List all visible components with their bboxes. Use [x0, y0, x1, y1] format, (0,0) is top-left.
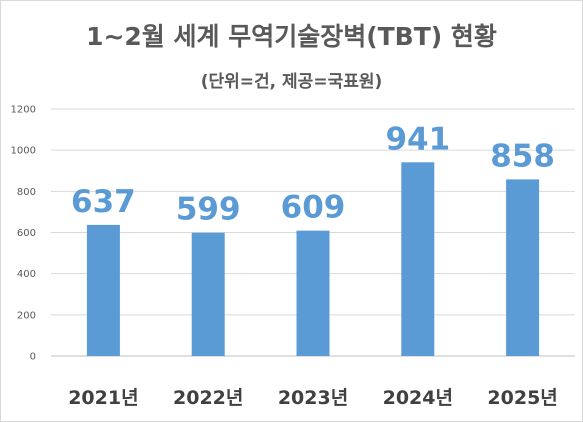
data-label: 609 — [281, 190, 346, 226]
y-tick-label: 0 — [30, 352, 36, 363]
data-label: 599 — [176, 192, 241, 228]
x-tick-label: 2022년 — [173, 387, 243, 409]
chart-subtitle: (단위=건, 제공=국표원) — [200, 72, 383, 92]
y-tick-label: 200 — [17, 310, 36, 321]
x-tick-label: 2024년 — [383, 387, 453, 409]
bar-3 — [296, 230, 330, 356]
data-label: 637 — [71, 184, 136, 220]
y-tick-label: 1000 — [11, 146, 36, 157]
x-tick-label: 2025년 — [487, 387, 557, 409]
data-label: 941 — [385, 121, 450, 157]
y-tick-label: 800 — [17, 187, 36, 198]
x-tick-label: 2023년 — [278, 387, 348, 409]
x-tick-label: 2021년 — [68, 387, 138, 409]
bar-2 — [191, 232, 225, 356]
bar-4 — [401, 162, 435, 356]
bar-1 — [86, 224, 120, 356]
y-tick-label: 1200 — [11, 105, 36, 116]
y-tick-label: 600 — [17, 228, 36, 239]
data-label: 858 — [490, 138, 555, 174]
y-tick-label: 400 — [17, 269, 36, 280]
bar-5 — [506, 179, 540, 356]
chart-title: 1~2월 세계 무역기술장벽(TBT) 현황 — [86, 22, 497, 51]
